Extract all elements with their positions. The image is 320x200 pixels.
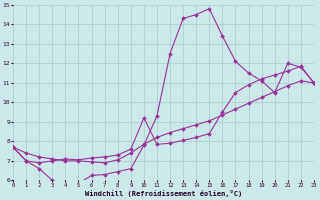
X-axis label: Windchill (Refroidissement éolien,°C): Windchill (Refroidissement éolien,°C) xyxy=(85,190,242,197)
